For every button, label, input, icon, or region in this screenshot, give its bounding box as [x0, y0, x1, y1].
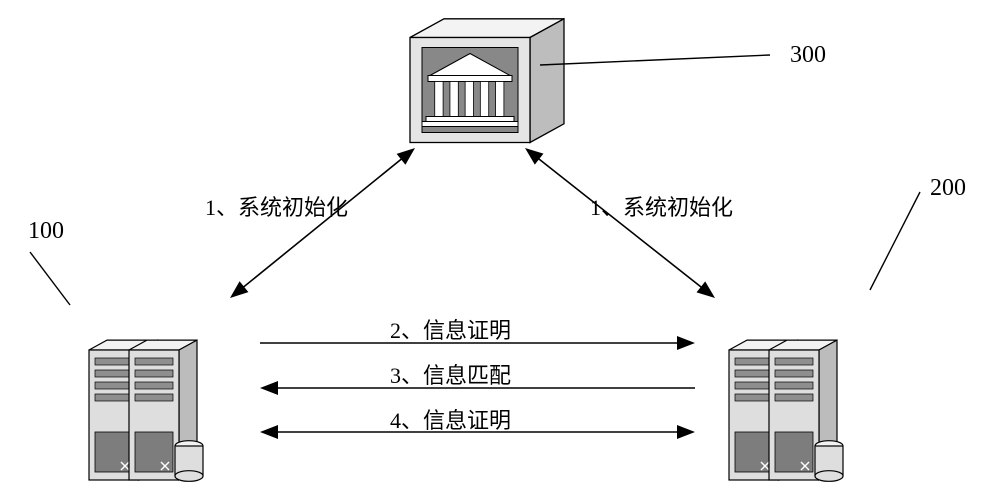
bank-node	[410, 19, 564, 143]
edge-label-msg4: 4、信息证明	[390, 403, 511, 435]
node-id-100: 100	[28, 218, 64, 245]
edge-label-msg2: 2、信息证明	[390, 313, 511, 345]
edge-label-top-right: 1、系统初始化	[590, 190, 733, 222]
edge-label-top-left: 1、系统初始化	[205, 190, 348, 222]
server-node-left	[89, 340, 203, 481]
node-id-300: 300	[790, 42, 826, 69]
leader-lines	[30, 55, 920, 305]
server-node-right	[729, 340, 843, 481]
node-id-200: 200	[930, 175, 966, 202]
edge-label-msg3: 3、信息匹配	[390, 358, 511, 390]
